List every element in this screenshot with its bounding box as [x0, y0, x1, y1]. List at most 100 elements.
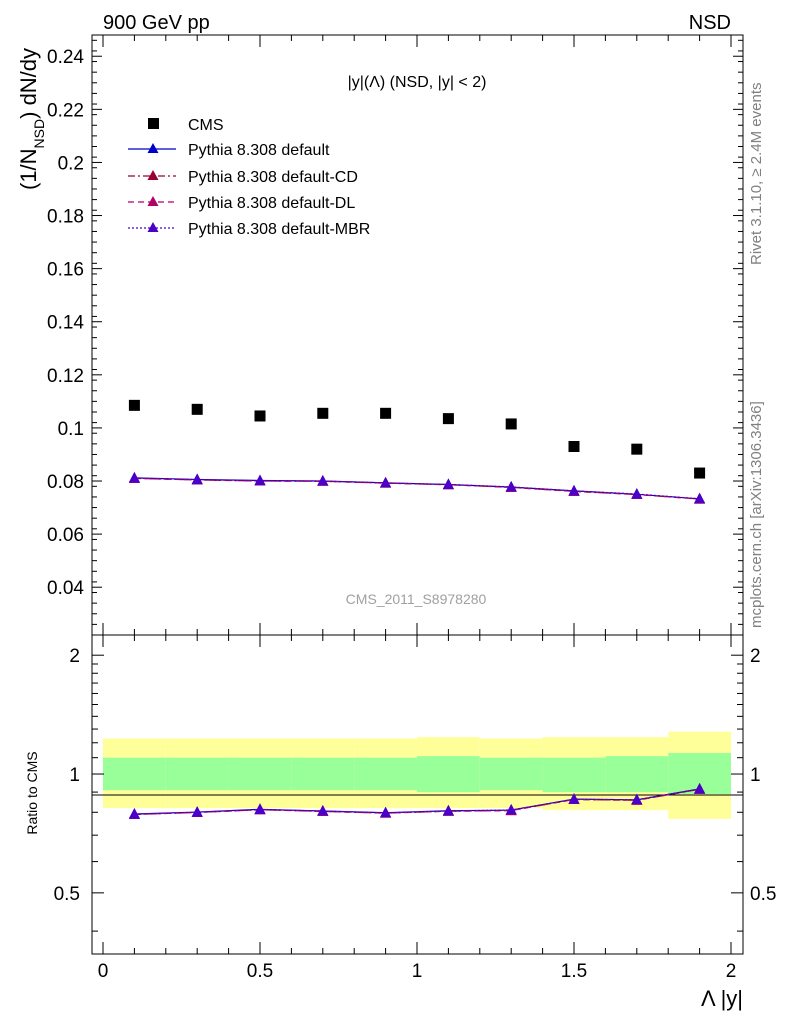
- ratio-series-3-point: [568, 793, 580, 804]
- main-y-tick-label: 0.18: [47, 207, 84, 228]
- main-y-tick-label: 0.16: [47, 260, 84, 281]
- legend: CMS Pythia 8.308 default Pythia 8.308 de…: [128, 117, 370, 238]
- ratio-series-3-point: [128, 808, 140, 819]
- svg-text:(1/NNSD) dN/dy: (1/NNSD) dN/dy: [16, 48, 47, 190]
- ratio-y-tick-label: 0.5: [54, 884, 80, 905]
- main-series-4-point: [568, 484, 580, 496]
- main-series-4-point: [254, 474, 266, 486]
- main-panel: 0.04 0.06 0.08 0.1 0.12 0.14 0.16 0.18 0.2 0.22 0.…: [16, 34, 744, 636]
- ratio-series-3-point: [191, 806, 203, 817]
- main-series-4-point: [191, 473, 203, 485]
- ratio-series-3-line: [134, 788, 700, 815]
- ratio-band-green: [605, 756, 669, 793]
- main-y-tick-label: 0.06: [47, 525, 84, 546]
- ratio-series-3-point: [317, 804, 329, 816]
- ratio-y-tick-label-right: 1: [750, 765, 761, 786]
- main-y-tick-label: 0.12: [47, 366, 84, 387]
- ratio-y-tick-label: 2: [69, 646, 80, 667]
- legend-marker-default: [147, 143, 159, 153]
- mcplots-label: mcplots.cern.ch [arXiv:1306.3436]: [748, 401, 765, 628]
- legend-marker-mbr: [147, 222, 159, 232]
- cms-data-point: [380, 407, 392, 419]
- ratio-series-3-point: [254, 803, 266, 815]
- main-y-axis-title-tail: ) dN/dy: [16, 48, 41, 119]
- main-series-3-line: [134, 477, 700, 500]
- ratio-ticks: 0 0.5 1 1.5 2 0.5 0.5 1 1 2 2: [54, 635, 776, 982]
- x-tick-label: 0: [98, 961, 109, 982]
- ratio-band-green: [354, 757, 417, 791]
- ratio-y-axis-title: Ratio to CMS: [24, 751, 40, 834]
- ratio-band-green: [228, 757, 292, 791]
- main-y-tick-label: 0.14: [47, 313, 84, 334]
- legend-entry-cms: CMS: [148, 117, 224, 134]
- main-y-tick-label: 0.08: [47, 472, 84, 493]
- ratio-series-3-point: [505, 803, 517, 815]
- legend-label-cd: Pythia 8.308 default-CD: [188, 169, 358, 186]
- cms-data-point: [505, 418, 517, 430]
- x-tick-label: 0.5: [247, 961, 273, 982]
- x-tick-label: 1: [412, 961, 423, 982]
- ratio-band-green: [542, 757, 606, 793]
- main-series-4-point: [694, 492, 706, 504]
- analysis-id-label: CMS_2011_S8978280: [346, 591, 487, 607]
- main-series-4-point: [380, 476, 392, 488]
- main-y-tick-label: 0.24: [47, 47, 84, 68]
- main-series: [128, 399, 706, 504]
- legend-marker-dl: [147, 196, 159, 206]
- legend-label-mbr: Pythia 8.308 default-MBR: [188, 221, 370, 238]
- cms-data-point: [631, 443, 643, 455]
- ratio-panel: 0 0.5 1 1.5 2 0.5 0.5 1 1 2 2 Ratio to CMS Λ |y|: [24, 634, 776, 1011]
- cms-data-point: [442, 413, 454, 425]
- main-y-axis-title-main: (1/N: [16, 148, 41, 190]
- ratio-y-tick-label-right: 0.5: [750, 884, 776, 905]
- main-series-4-point: [631, 488, 643, 499]
- main-ticks: 0.04 0.06 0.08 0.1 0.12 0.14 0.16 0.18 0.2 0.22 0.…: [47, 35, 743, 635]
- main-y-tick-label: 0.22: [47, 100, 84, 121]
- ratio-series-3-point: [694, 783, 706, 794]
- plot-title: |y|(Λ) (NSD, |y| < 2): [348, 74, 487, 91]
- main-series-4-point: [317, 475, 329, 486]
- ratio-series-3-point: [442, 804, 454, 816]
- ratio-y-tick-label: 1: [69, 765, 80, 786]
- ratio-series: [128, 782, 706, 819]
- cms-data-point: [254, 410, 266, 422]
- main-series-2-line: [134, 477, 700, 500]
- main-y-tick-label: 0.1: [58, 419, 84, 440]
- rivet-version-label: Rivet 3.1.10, ≥ 2.4M events: [748, 83, 765, 266]
- ratio-series-3-point: [631, 793, 643, 805]
- main-y-axis-title-sub: NSD: [31, 119, 47, 149]
- ratio-bands: [103, 731, 731, 819]
- legend-label-cms: CMS: [188, 117, 224, 134]
- main-series-1-line: [134, 477, 700, 500]
- cms-data-point: [317, 407, 329, 419]
- cms-data-point: [694, 467, 706, 479]
- legend-label-default: Pythia 8.308 default: [188, 142, 330, 159]
- x-tick-label: 1.5: [561, 961, 587, 982]
- legend-label-dl: Pythia 8.308 default-DL: [188, 195, 355, 212]
- main-series-4-point: [505, 480, 517, 492]
- ratio-band-green: [417, 756, 480, 793]
- legend-marker-cms: [148, 118, 159, 129]
- main-y-tick-label: 0.04: [47, 578, 84, 599]
- ratio-band-green: [291, 757, 355, 791]
- x-axis-title: Λ |y|: [701, 986, 743, 1011]
- main-y-tick-label: 0.2: [58, 153, 84, 174]
- main-y-axis-title: (1/NNSD) dN/dy: [16, 48, 47, 190]
- process-label: NSD: [689, 12, 731, 34]
- main-series-4-point: [128, 472, 140, 483]
- cms-data-point: [128, 399, 140, 411]
- ratio-band-green: [165, 757, 229, 791]
- cms-data-point: [568, 441, 580, 453]
- energy-label: 900 GeV pp: [103, 12, 210, 34]
- cms-data-point: [191, 403, 203, 415]
- main-series-4-line: [134, 477, 700, 500]
- legend-entry-default: Pythia 8.308 default: [128, 142, 330, 159]
- legend-entry-dl: Pythia 8.308 default-DL: [128, 195, 355, 212]
- legend-entry-mbr: Pythia 8.308 default-MBR: [128, 221, 370, 238]
- ratio-band-green: [479, 757, 543, 791]
- legend-entry-cd: Pythia 8.308 default-CD: [128, 169, 358, 186]
- legend-marker-cd: [147, 170, 159, 180]
- ratio-series-3-point: [380, 806, 392, 818]
- main-series-4-point: [442, 478, 454, 489]
